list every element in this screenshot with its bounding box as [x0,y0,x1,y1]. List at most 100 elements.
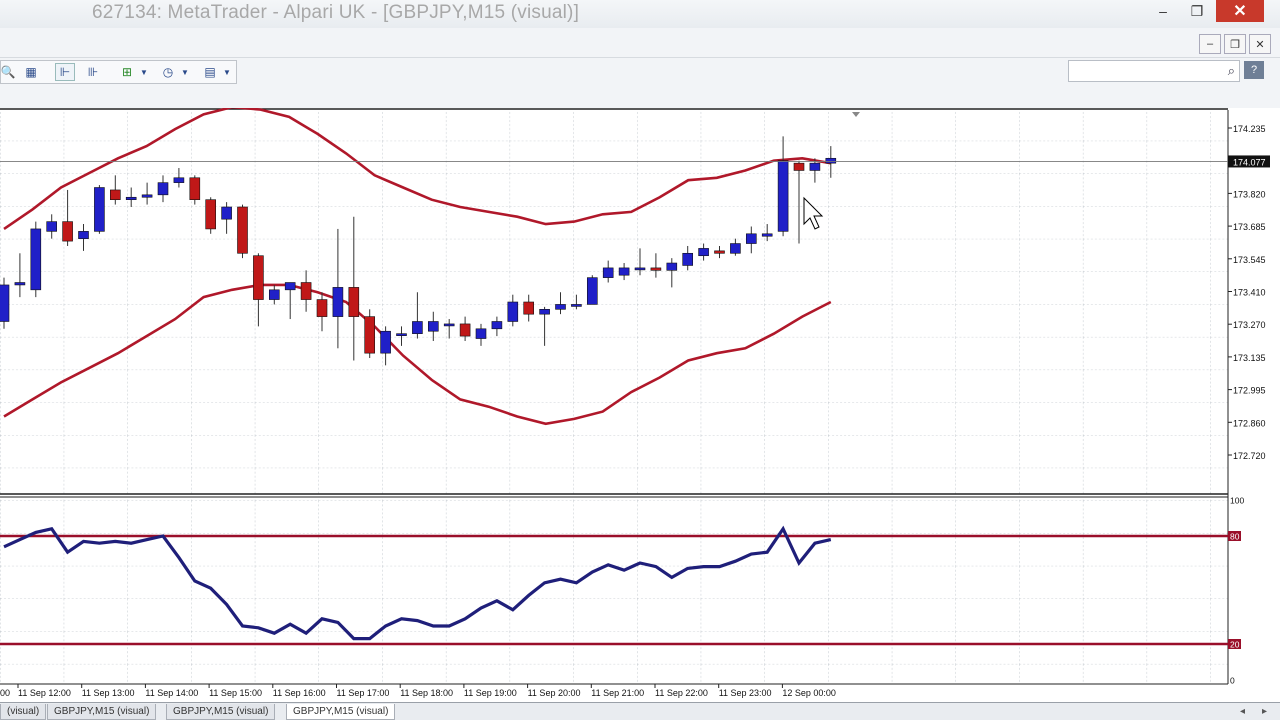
candle [0,277,10,329]
chart-tab[interactable]: (visual) [0,704,47,720]
oscillator-line [3,525,832,641]
chevron-down-icon[interactable]: ▼ [140,67,148,77]
candle-body [761,233,773,237]
oscillator-tick-label: 80 [1230,532,1240,542]
candle [427,311,439,341]
candle-body [730,243,741,254]
time-tick-label: 00 [0,688,10,698]
candle-body [793,162,805,171]
tab-scroll-right-icon[interactable]: ▸ [1262,706,1268,717]
time-tick-label: 11 Sep 17:00 [337,688,390,698]
time-tick-label: 11 Sep 23:00 [719,688,772,698]
chevron-down-icon[interactable]: ▼ [223,67,231,77]
candle-body [253,255,264,300]
candle [62,189,73,246]
tile-windows-icon[interactable]: ▦ [25,65,37,79]
candle [555,292,566,315]
chart-tab[interactable]: GBPJPY,M15 (visual) [47,704,157,720]
help-icon[interactable]: ? [1244,61,1264,79]
candle-body [602,267,614,278]
candle [300,270,312,312]
candle [332,228,344,349]
title-bar: 627134: MetaTrader - Alpari UK - [GBPJPY… [0,0,1280,28]
candle [364,309,376,359]
candle [94,185,105,234]
candle [793,160,805,244]
candle [205,197,216,234]
toolbar: 🔍 ▦ ⊩ ⊪ ⊞ ▼ ◷ ▼ ▤ ▼ ⌕ ? [0,58,1280,108]
candle [173,168,185,188]
time-tick-label: 12 Sep 00:00 [782,688,836,698]
candle-body [173,177,185,183]
search-icon[interactable]: ⌕ [1227,63,1235,78]
candle [745,226,757,254]
candle-body [443,323,455,327]
candle [809,158,821,183]
clock-icon[interactable]: ◷ [162,65,174,79]
price-tick-label: 172.860 [1233,418,1266,428]
candle-body [523,301,535,315]
templates-icon[interactable]: ▤ [204,65,216,79]
current-price-label: 174.077 [1233,157,1266,167]
candle-body [284,282,296,291]
current-price-box [1228,155,1270,168]
auto-scroll-icon[interactable]: ⊪ [87,65,99,79]
chevron-down-icon[interactable]: ▼ [181,67,189,77]
chart-shift-icon[interactable]: ⊩ [55,63,75,81]
minimize-button[interactable]: ‒ [1159,3,1167,19]
candle-body [237,206,248,254]
axes: 174.235173.960173.820173.685173.545173.4… [0,124,1270,698]
candle-body [412,321,423,334]
price-chart[interactable]: 174.235173.960173.820173.685173.545173.4… [0,108,1280,702]
candle [110,175,121,205]
candle-body [634,267,646,271]
candle-body [332,287,344,317]
candle-body [714,250,725,254]
time-tick-label: 11 Sep 13:00 [82,688,135,698]
candle [157,175,169,203]
candle [666,258,678,288]
candles [0,136,1228,366]
search-input[interactable]: ⌕ [1068,60,1240,82]
candle [730,238,741,256]
candle [253,253,264,327]
candle-body [396,333,407,336]
indicators-icon[interactable]: ⊞ [121,65,133,79]
candle [586,275,598,305]
candle [698,243,709,261]
candle-body [682,252,694,266]
price-tick-label: 174.235 [1233,124,1266,134]
mouse-cursor-icon [803,196,824,230]
maximize-button[interactable]: ❐ [1190,2,1204,19]
candle [316,292,328,332]
candle-body [316,299,328,317]
candle-body [507,301,519,322]
child-restore-button[interactable]: ❐ [1224,34,1246,54]
candle [634,248,646,276]
price-tick-label: 173.685 [1233,222,1266,232]
candle [268,284,280,305]
menu-bar [0,28,1280,58]
candle-body [62,221,73,242]
price-tick-label: 173.410 [1233,288,1266,298]
bollinger-bands [3,108,832,426]
close-button[interactable]: ✕ [1216,0,1264,22]
candle [46,214,58,239]
chart-tab-active[interactable]: GBPJPY,M15 (visual) [286,704,396,720]
candle-body [94,187,105,232]
oscillator [0,525,1228,646]
candle-body [110,189,121,200]
candle [825,146,837,178]
zoom-out-icon[interactable]: 🔍 [0,65,16,79]
candle-body [555,304,566,310]
candle-body [809,162,821,171]
child-minimize-button[interactable]: ‒ [1199,34,1221,54]
chart-tab[interactable]: GBPJPY,M15 (visual) [166,704,276,720]
candle [761,224,773,242]
oscillator-tick-label: 0 [1230,676,1235,686]
tab-scroll-left-icon[interactable]: ◂ [1240,706,1246,717]
child-close-button[interactable]: ✕ [1249,34,1271,54]
candle-body [300,282,312,300]
candle-body [141,194,153,198]
candle-body [491,321,503,330]
